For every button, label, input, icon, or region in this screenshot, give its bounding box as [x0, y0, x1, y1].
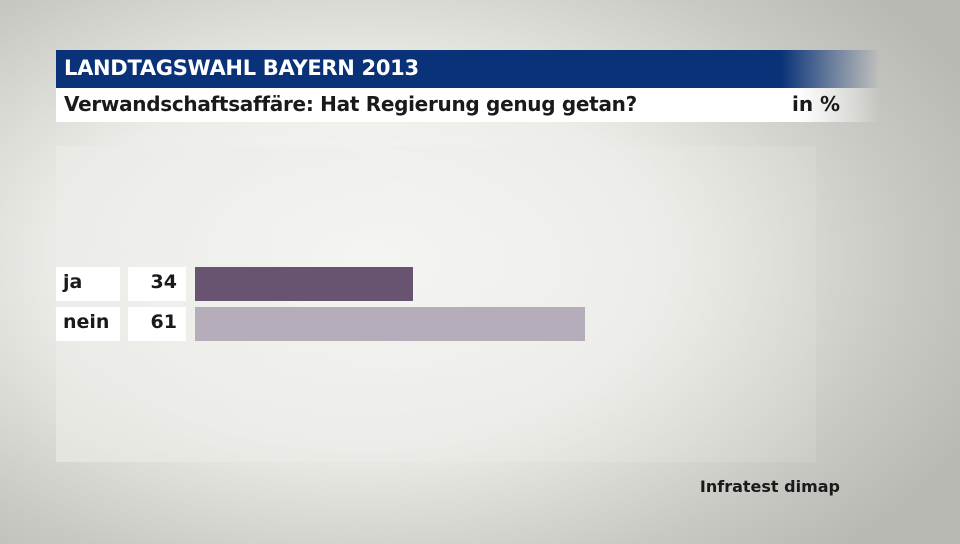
bar-ja	[195, 267, 413, 301]
source-label: Infratest dimap	[699, 477, 840, 496]
value-label-ja: 34	[128, 267, 186, 301]
value-label-nein: 61	[128, 307, 186, 341]
subtitle-bar: Verwandschaftsaffäre: Hat Regierung genu…	[56, 88, 880, 122]
title-bar: LANDTAGSWAHL BAYERN 2013	[56, 50, 880, 88]
category-label-nein: nein	[56, 307, 120, 341]
chart-title: LANDTAGSWAHL BAYERN 2013	[64, 56, 419, 80]
plot-panel	[56, 146, 816, 462]
bar-nein	[195, 307, 585, 341]
category-label-ja: ja	[56, 267, 120, 301]
chart-subtitle: Verwandschaftsaffäre: Hat Regierung genu…	[64, 92, 637, 116]
unit-label: in %	[792, 92, 841, 116]
